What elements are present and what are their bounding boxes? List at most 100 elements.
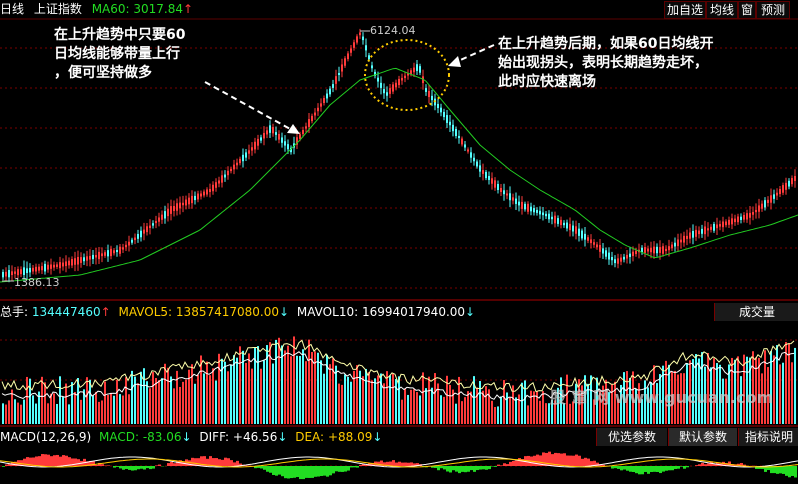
volume-bar	[335, 365, 337, 424]
price-candle	[167, 208, 169, 217]
macd-bar	[371, 462, 374, 466]
price-candle	[653, 246, 655, 254]
price-candle	[344, 58, 346, 66]
macd-bar	[569, 455, 572, 466]
price-candle	[500, 187, 502, 193]
macd-bar	[572, 455, 575, 466]
macd-bar	[440, 466, 443, 469]
price-candle	[668, 246, 670, 251]
price-candle	[569, 223, 571, 231]
macd-bar	[461, 466, 464, 472]
price-candle	[368, 55, 370, 60]
price-candle	[38, 266, 40, 271]
macd-bar	[659, 466, 662, 474]
price-candle	[194, 195, 196, 201]
volume-bar	[419, 395, 421, 424]
price-candle	[263, 132, 265, 139]
price-candle	[191, 195, 193, 204]
window-button[interactable]: 窗	[738, 1, 756, 19]
volume-bar	[296, 355, 298, 424]
macd-bar	[71, 458, 74, 466]
volume-bar	[683, 373, 685, 424]
macd-bar	[14, 461, 17, 466]
macd-bar	[227, 458, 230, 466]
period-label[interactable]: 日线	[0, 2, 25, 16]
macd-bar	[683, 466, 686, 469]
forecast-button[interactable]: 预测	[756, 1, 790, 19]
volume-bar	[518, 394, 520, 424]
macd-bar	[95, 464, 98, 466]
macd-bar	[482, 466, 485, 470]
tab-default-params[interactable]: 默认参数	[668, 428, 737, 446]
price-candle	[74, 258, 76, 265]
volume-bar	[488, 389, 490, 424]
volume-bar	[656, 383, 658, 424]
volume-bar	[8, 400, 10, 424]
tab-optimal-params[interactable]: 优选参数	[596, 428, 667, 446]
price-candle	[737, 216, 739, 223]
volume-bar	[125, 377, 127, 424]
price-candle	[290, 147, 292, 153]
price-candle	[644, 247, 646, 253]
price-candle	[110, 248, 112, 257]
volume-bar	[596, 377, 598, 424]
volume-bar	[482, 390, 484, 424]
annotation-uptrend: 在上升趋势中只要60 日均线能够带量上行 ，便可坚持做多	[54, 27, 186, 81]
moving-average-button[interactable]: 均线	[706, 1, 738, 19]
volume-bar	[701, 352, 703, 424]
price-candle	[680, 239, 682, 243]
price-candle	[323, 98, 325, 103]
price-candle	[794, 176, 796, 181]
price-candle	[791, 178, 793, 185]
indicator-dropdown[interactable]: 成交量	[714, 303, 798, 321]
volume-bar	[425, 388, 427, 424]
macd-bar	[602, 464, 605, 466]
macd-bar	[644, 466, 647, 472]
macd-bar	[479, 466, 482, 470]
volume-bar	[332, 358, 334, 424]
macd-bar	[485, 466, 488, 470]
volume-bar	[728, 364, 730, 424]
macd-bar	[356, 466, 359, 468]
price-candle	[65, 261, 67, 267]
volume-bar	[698, 358, 700, 424]
price-candle	[215, 182, 217, 188]
volume-bar	[443, 396, 445, 424]
macd-bar	[740, 463, 743, 466]
macd-bar	[593, 460, 596, 466]
macd-bar	[515, 460, 518, 466]
volume-bar	[131, 370, 133, 424]
price-candle	[140, 230, 142, 238]
price-candle	[359, 32, 361, 36]
volume-bar	[239, 346, 241, 424]
volume-bar	[179, 386, 181, 424]
price-candle	[134, 237, 136, 241]
macd-bar	[119, 466, 122, 469]
volume-bar	[254, 347, 256, 424]
macd-bar	[29, 457, 32, 466]
tab-indicator-help[interactable]: 指标说明	[738, 428, 798, 446]
macd-bar	[326, 466, 329, 477]
macd-bar	[308, 466, 311, 478]
price-candle	[764, 200, 766, 208]
volume-bar	[605, 380, 607, 424]
volume-bar	[188, 369, 190, 424]
volume-bar	[626, 371, 628, 424]
macd-bar	[554, 452, 557, 466]
add-favorite-button[interactable]: 加自选	[664, 1, 706, 19]
price-candle	[779, 188, 781, 195]
volume-bar	[692, 359, 694, 424]
macd-bar	[383, 462, 386, 466]
macd-bar	[395, 462, 398, 466]
volume-bar	[215, 380, 217, 424]
volume-bar	[242, 350, 244, 424]
macd-bar	[68, 457, 71, 466]
macd-bar	[500, 465, 503, 466]
price-candle	[296, 137, 298, 145]
price-candle	[68, 260, 70, 266]
macd-bar	[401, 462, 404, 466]
volume-bar	[548, 403, 550, 424]
macd-bar	[764, 466, 767, 472]
price-candle	[125, 244, 127, 248]
